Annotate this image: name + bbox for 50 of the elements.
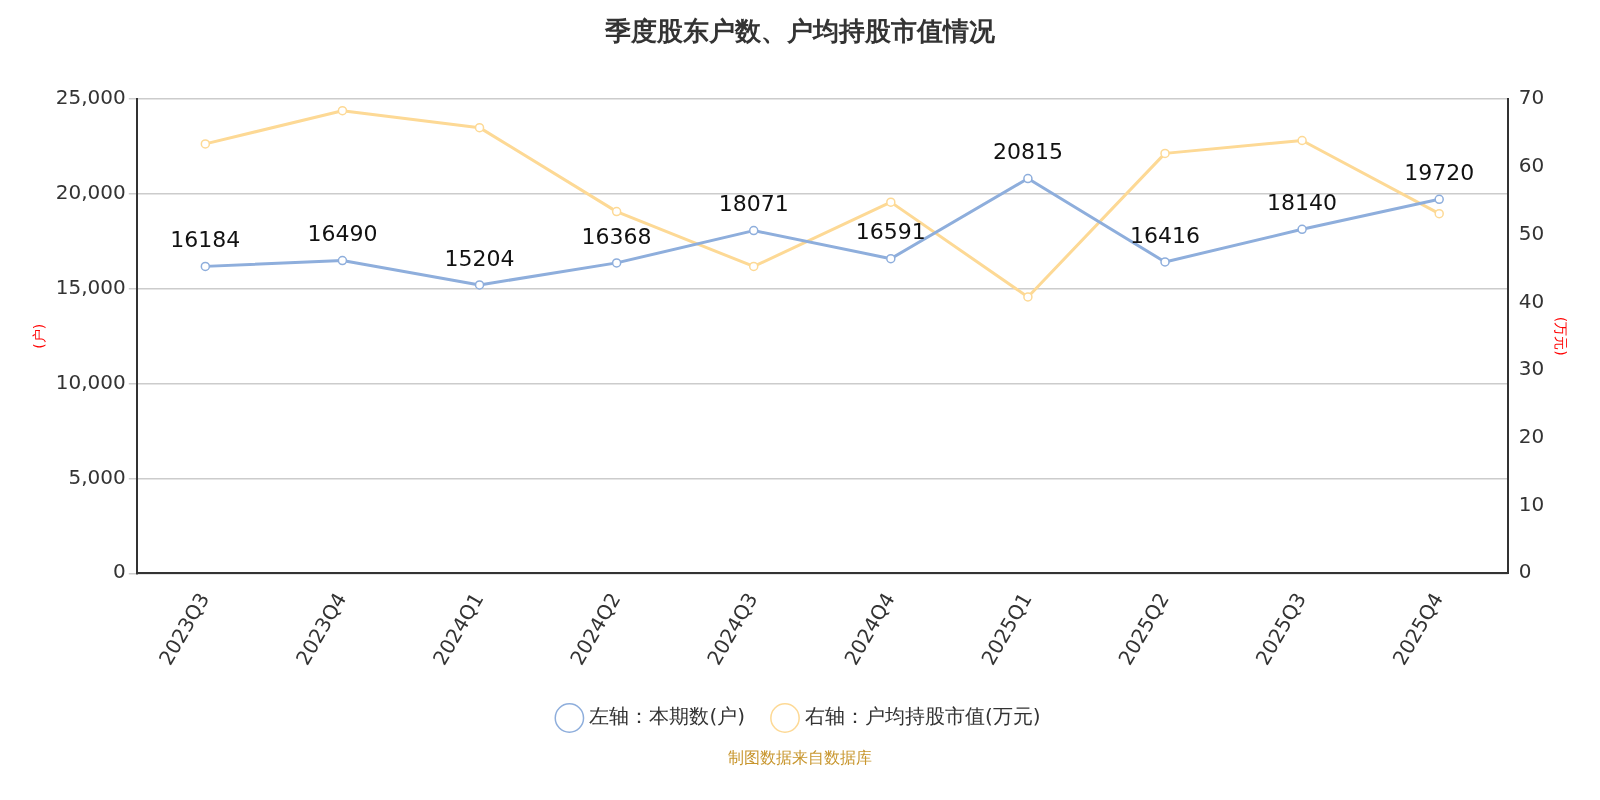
data-label: 19720 — [1404, 160, 1475, 186]
y-tick-label: 20,000 — [55, 180, 126, 205]
data-label: 15204 — [444, 245, 515, 271]
point — [474, 280, 485, 290]
point — [748, 225, 759, 236]
y2-tick-label: 70 — [1518, 85, 1545, 110]
point — [886, 197, 896, 207]
point — [474, 122, 485, 133]
y2-tick-label: 10 — [1518, 491, 1545, 516]
y-tick-label: 5,000 — [68, 464, 126, 489]
point — [1023, 292, 1033, 302]
point — [886, 253, 896, 264]
legend-label: 左轴：本期数(户) — [589, 704, 745, 729]
text: 制图数据来自数据库 — [727, 748, 873, 769]
point — [611, 258, 622, 268]
y2-tick-label: 50 — [1518, 220, 1545, 245]
y-axis-title: (户) — [31, 323, 48, 349]
point — [1023, 173, 1033, 184]
point — [1160, 148, 1170, 159]
y-tick-label: 10,000 — [55, 369, 126, 394]
y2-tick-label: 60 — [1518, 153, 1545, 178]
y2-tick-label: 20 — [1518, 424, 1545, 449]
data-label: 16368 — [581, 223, 652, 249]
y2-axis-title: (万元) — [1552, 316, 1569, 356]
y2-tick-label: 0 — [1518, 559, 1532, 584]
point — [1434, 194, 1444, 205]
point — [1297, 135, 1307, 146]
y2-tick-label: 30 — [1518, 356, 1545, 381]
data-label: 18071 — [718, 191, 789, 217]
chart-title: 季度股东户数、户均持股市值情况 — [604, 16, 996, 47]
y-tick-label: 15,000 — [55, 275, 126, 300]
point — [748, 261, 759, 272]
point — [200, 261, 211, 272]
data-label: 16184 — [170, 227, 241, 253]
point — [1297, 224, 1307, 235]
point — [1160, 257, 1170, 267]
point — [337, 105, 348, 116]
y-tick-label: 0 — [113, 559, 126, 584]
point — [200, 139, 211, 149]
point — [611, 206, 622, 217]
y2-tick-label: 40 — [1518, 288, 1545, 313]
data-label: 16591 — [855, 219, 926, 245]
data-label: 18140 — [1267, 190, 1338, 215]
data-label: 16490 — [307, 221, 378, 247]
y-tick-label: 25,000 — [55, 85, 126, 110]
data-label: 20815 — [992, 139, 1063, 165]
data-label: 16416 — [1130, 222, 1201, 248]
point — [337, 255, 348, 266]
legend-label: 右轴：户均持股市值(万元) — [805, 704, 1041, 729]
point — [1434, 208, 1444, 219]
